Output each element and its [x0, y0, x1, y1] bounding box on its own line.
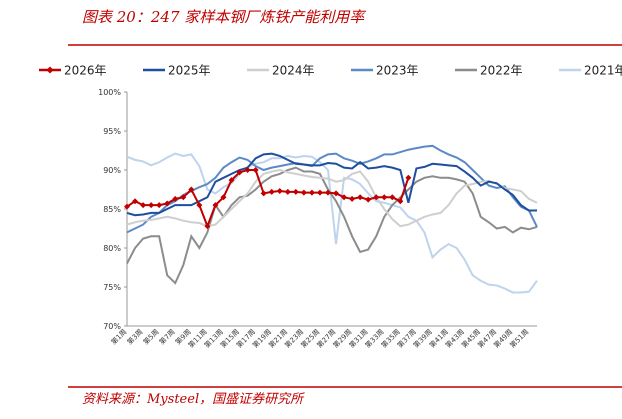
y-tick-label: 90% [103, 166, 121, 175]
point [212, 202, 219, 209]
y-tick-label: 75% [103, 283, 121, 292]
point [357, 194, 364, 201]
y-tick-label: 100% [98, 88, 121, 97]
legend-label: 2022年 [480, 64, 523, 78]
point [284, 188, 291, 195]
point [389, 194, 396, 201]
point [292, 188, 299, 195]
x-tick-label: 第7周 [157, 327, 176, 346]
point [268, 188, 275, 195]
point [196, 202, 203, 209]
point [188, 186, 195, 193]
legend-label: 2023年 [376, 64, 419, 78]
point [180, 194, 187, 201]
series-line [126, 152, 537, 217]
y-tick-label: 85% [103, 205, 121, 214]
legend-label: 2021年 [584, 64, 622, 78]
point [132, 198, 139, 205]
point [124, 203, 130, 210]
point [148, 202, 155, 209]
point [397, 198, 404, 205]
x-tick-label: 第5周 [141, 327, 160, 346]
point [220, 194, 227, 201]
point [300, 189, 307, 196]
series-line [126, 168, 538, 228]
series-line [126, 152, 538, 294]
point [405, 174, 412, 181]
point [333, 190, 340, 197]
point [260, 190, 267, 197]
title: 图表 20：247 家样本钢厂炼铁产能利用率 [82, 8, 366, 26]
point [308, 189, 315, 196]
series-line [126, 144, 538, 234]
legend-marker [46, 66, 54, 74]
point [349, 195, 356, 202]
point [252, 167, 259, 173]
point [164, 200, 171, 207]
point [373, 194, 380, 201]
point [316, 189, 323, 196]
y-tick-label: 80% [103, 244, 121, 253]
series-line [126, 166, 538, 285]
legend-label: 2025年 [168, 64, 211, 78]
point [156, 202, 163, 209]
point [341, 194, 348, 201]
point [140, 202, 147, 209]
legend-label: 2024年 [272, 64, 315, 78]
point [324, 189, 331, 196]
x-tick-label: 第3周 [125, 327, 144, 346]
point [204, 223, 211, 230]
point [236, 169, 243, 176]
y-tick-label: 70% [103, 322, 121, 331]
legend-label: 2026年 [64, 64, 107, 78]
y-tick-label: 95% [103, 127, 121, 136]
point [276, 188, 283, 195]
point [381, 194, 388, 201]
source: 资料来源：Mysteel，国盛证券研究所 [82, 391, 305, 407]
point [228, 177, 235, 184]
point [172, 195, 179, 202]
point [244, 167, 251, 173]
point [365, 196, 372, 203]
